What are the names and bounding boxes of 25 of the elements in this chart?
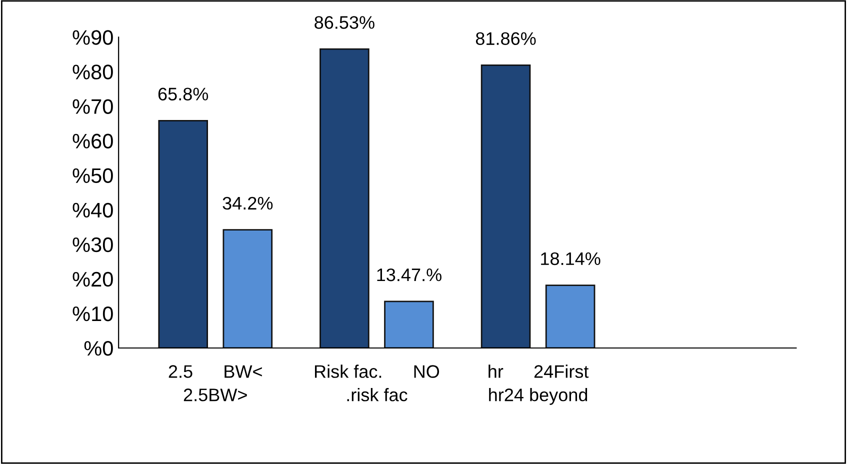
y-tick-label: %0 <box>84 341 113 356</box>
bar <box>320 48 370 348</box>
bar <box>222 229 273 348</box>
y-tick-label: %10 <box>72 306 113 322</box>
data-label: 86.53% <box>314 16 374 29</box>
bar <box>545 284 596 348</box>
y-tick-label: %80 <box>72 64 113 80</box>
y-tick-label: %40 <box>72 202 113 218</box>
x-tick-label: 2.5 BW< 2.5BW> <box>168 365 262 402</box>
data-label: 65.8% <box>158 88 208 100</box>
y-tick-label: %60 <box>72 134 113 148</box>
bar <box>384 300 434 348</box>
data-label: 13.47.% <box>377 268 442 282</box>
bar <box>480 64 531 348</box>
y-tick-label: %30 <box>72 237 113 252</box>
y-tick-label: %70 <box>72 99 113 114</box>
data-label: 34.2% <box>222 196 273 210</box>
x-tick-label: Risk fac. NO .risk fac <box>314 364 440 402</box>
y-tick-label: %50 <box>72 168 113 184</box>
y-tick-label: %20 <box>72 272 113 287</box>
data-label: 81.86% <box>476 32 536 45</box>
bar <box>158 120 208 348</box>
data-label: 18.14% <box>541 252 600 266</box>
y-tick-label: %90 <box>72 30 113 45</box>
x-tick-label: hr 24First hr24 beyond <box>488 364 589 405</box>
